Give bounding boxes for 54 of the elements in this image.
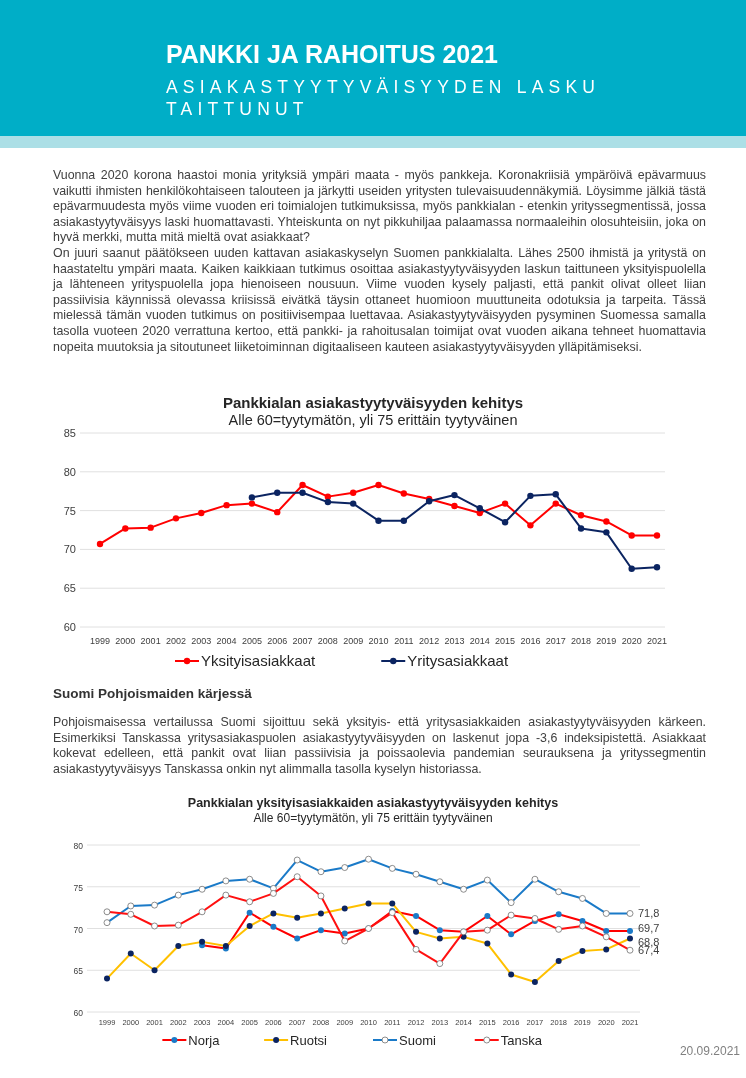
data-label: 71,8 xyxy=(638,907,660,920)
x-tick-label: 2008 xyxy=(317,636,338,646)
x-tick-label: 2014 xyxy=(469,636,490,646)
x-tick-label: 2020 xyxy=(621,636,642,646)
legend-label: Ruotsi xyxy=(290,1033,328,1048)
x-tick-label: 2012 xyxy=(419,636,440,646)
x-tick-label: 2009 xyxy=(343,636,364,646)
text: Suomi Pohjoismaiden kärjessä xyxy=(53,686,253,701)
y-tick-label: 65 xyxy=(63,582,76,595)
text: 20.09.2021 xyxy=(679,1044,741,1058)
legend-label: Norja xyxy=(188,1033,221,1048)
y-tick-label: 80 xyxy=(73,841,84,851)
x-tick-label: 2004 xyxy=(216,636,237,646)
legend-label: Yritysasiakkaat xyxy=(407,652,509,669)
y-tick-label: 85 xyxy=(63,427,76,439)
chart-subtitle: Alle 60=tyytymätön, yli 75 erittäin tyytyväinen xyxy=(253,811,493,825)
text: PANKKI JA RAHOITUS 2021 xyxy=(166,40,499,69)
text: ASIAKASTYYTYVÄISYYDEN LASKU TAITTUNUT xyxy=(166,76,602,120)
x-tick-label: 2016 xyxy=(520,636,541,646)
x-tick-label: 2018 xyxy=(571,636,592,646)
x-tick-label: 2019 xyxy=(596,636,617,646)
x-tick-label: 2002 xyxy=(165,636,186,646)
x-tick-label: 2015 xyxy=(495,636,516,646)
text: Pohjoismaisessa vertailussa Suomi sijoittuu sekä yksityis- että yritysasiakkaiden asiakastyytyväisyyden kärkeen. Esimerkiksi Tanskassa yritysasiakaspuolen asiakastyytyväisyyden on laskenut jopa -3,6 indeksipistettä. Asiakkaat kokevat edelleen, että pankit ovat liian passiivisia ja poissaolevia pandemian seurauksena ja yrityssegmentin asiakastyytyväisyys Tanskassa onkin nyt alimmalla tasolla kyselyn historiassa. xyxy=(53,715,706,778)
y-tick-label: 75 xyxy=(63,504,76,517)
y-tick-label: 75 xyxy=(73,882,84,893)
data-label: 68,8 xyxy=(638,935,660,948)
x-tick-label: 2013 xyxy=(444,636,465,646)
x-tick-label: 2007 xyxy=(292,636,313,646)
chart-title: Pankkialan asiakastyytyväisyyden kehitys xyxy=(222,394,524,411)
x-tick-label: 2011 xyxy=(394,636,414,646)
x-tick-label: 2005 xyxy=(241,636,262,646)
text: Vuonna 2020 korona haastoi monia yrityksiä ympäri maata - myös pankkeja. Koronakriisiä ympäröivä epävarmuus vaikutti ihmisten henkilökohtaiseen talouteen ja järkytti useiden yritysten tulevaisuudennäkymiä. Löysimme jälkiä tästä epävarmuudesta myös viime vuoden eri toimialojen tutkimuksissa, myös pankkialan - etenkin yrityssegmentissä, jossa asiakastyytyväisyys laski huomattavasti. Yhteiskunta on nyt pikkuhiljaa palaamassa normaaleihin olosuhteisiin, joka on hyvä merkki, mutta mitä mieltä ovat asiakkaat? xyxy=(53,168,706,246)
y-tick-label: 65 xyxy=(73,966,84,977)
y-tick-label: 60 xyxy=(63,621,76,633)
chart-title: Pankkialan yksityisasiakkaiden asiakastyytyväisyyden kehitys xyxy=(187,796,559,810)
x-tick-label: 1999 xyxy=(89,636,111,646)
x-tick-label: 2017 xyxy=(545,636,566,646)
text: On juuri saanut päätökseen uuden kattavan asiakaskyselyn Suomen pankkialalta. Lähes 2500 ihmistä ja yritystä on haastateltu ympäri maata. Kaiken kaikkiaan tutkimus osoittaa asiakastyytyväisyyden laskun taittuneen yksityispuolella ja lähteneen yrityspuolella jopa hienoiseen nousuun. Viime vuoden kysely paljasti, että pankit olivat olleet liian passiivisia käynnissä olevassa kriisissä eivätkä täysin ottaneet huomioon muuttuneita odotuksia ja tarpeita. Tässä mielessä tämän vuoden tutkimus on positiivisempaa luettavaa. Asiakastyytyväisyyden pysyminen Suomessa samalla tasolla vuoteen 2020 verrattuna kertoo, että pankki- ja rahoitusalan toimijat ovat vuoden aikana tehneet huomattavia nopeita muutoksia ja sitoutuneet liiketoiminnan digitaaliseen kauteen asiakastyytyväisyyden ylläpitämiseksi. xyxy=(53,245,706,356)
data-label: 69,7 xyxy=(638,922,660,935)
chart-subtitle: Alle 60=tyytymätön, yli 75 erittäin tyytyväinen xyxy=(228,412,518,428)
x-tick-label: 2021 xyxy=(646,636,668,646)
x-tick-label: 2003 xyxy=(191,636,212,646)
y-tick-label: 60 xyxy=(73,1008,84,1018)
legend-label: Yksityisasiakkaat xyxy=(201,652,317,669)
y-tick-label: 70 xyxy=(73,924,84,935)
x-tick-label: 2010 xyxy=(368,636,389,646)
legend-label: Suomi xyxy=(399,1033,436,1048)
y-tick-label: 80 xyxy=(63,465,76,478)
x-tick-label: 2006 xyxy=(267,636,288,646)
y-tick-label: 70 xyxy=(63,543,76,556)
x-tick-label: 2000 xyxy=(115,636,136,646)
x-tick-label: 2001 xyxy=(140,636,161,646)
legend-label: Tanska xyxy=(500,1033,543,1048)
